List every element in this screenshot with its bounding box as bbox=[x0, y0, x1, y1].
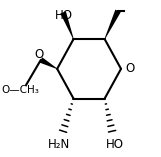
Text: H₂N: H₂N bbox=[47, 138, 70, 151]
Text: HO: HO bbox=[106, 138, 124, 151]
Text: O: O bbox=[34, 48, 43, 61]
Text: O—CH₃: O—CH₃ bbox=[1, 85, 39, 95]
Polygon shape bbox=[39, 57, 57, 69]
Text: HO: HO bbox=[55, 9, 73, 22]
Polygon shape bbox=[104, 10, 121, 39]
Text: O: O bbox=[125, 62, 135, 75]
Polygon shape bbox=[60, 11, 74, 39]
